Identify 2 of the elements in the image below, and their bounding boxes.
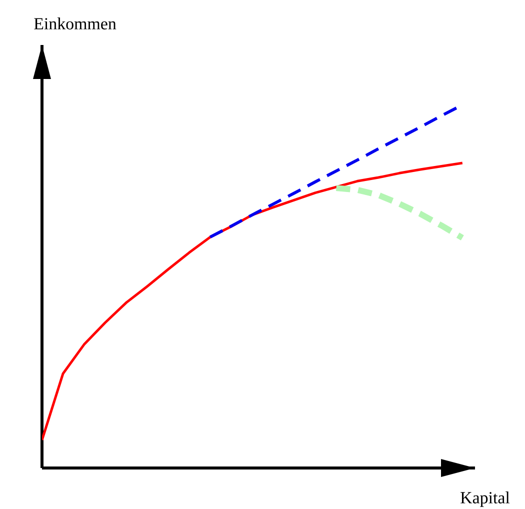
x-axis-title: Kapital [460,492,510,507]
y-axis-title: Einkommen [34,18,116,30]
